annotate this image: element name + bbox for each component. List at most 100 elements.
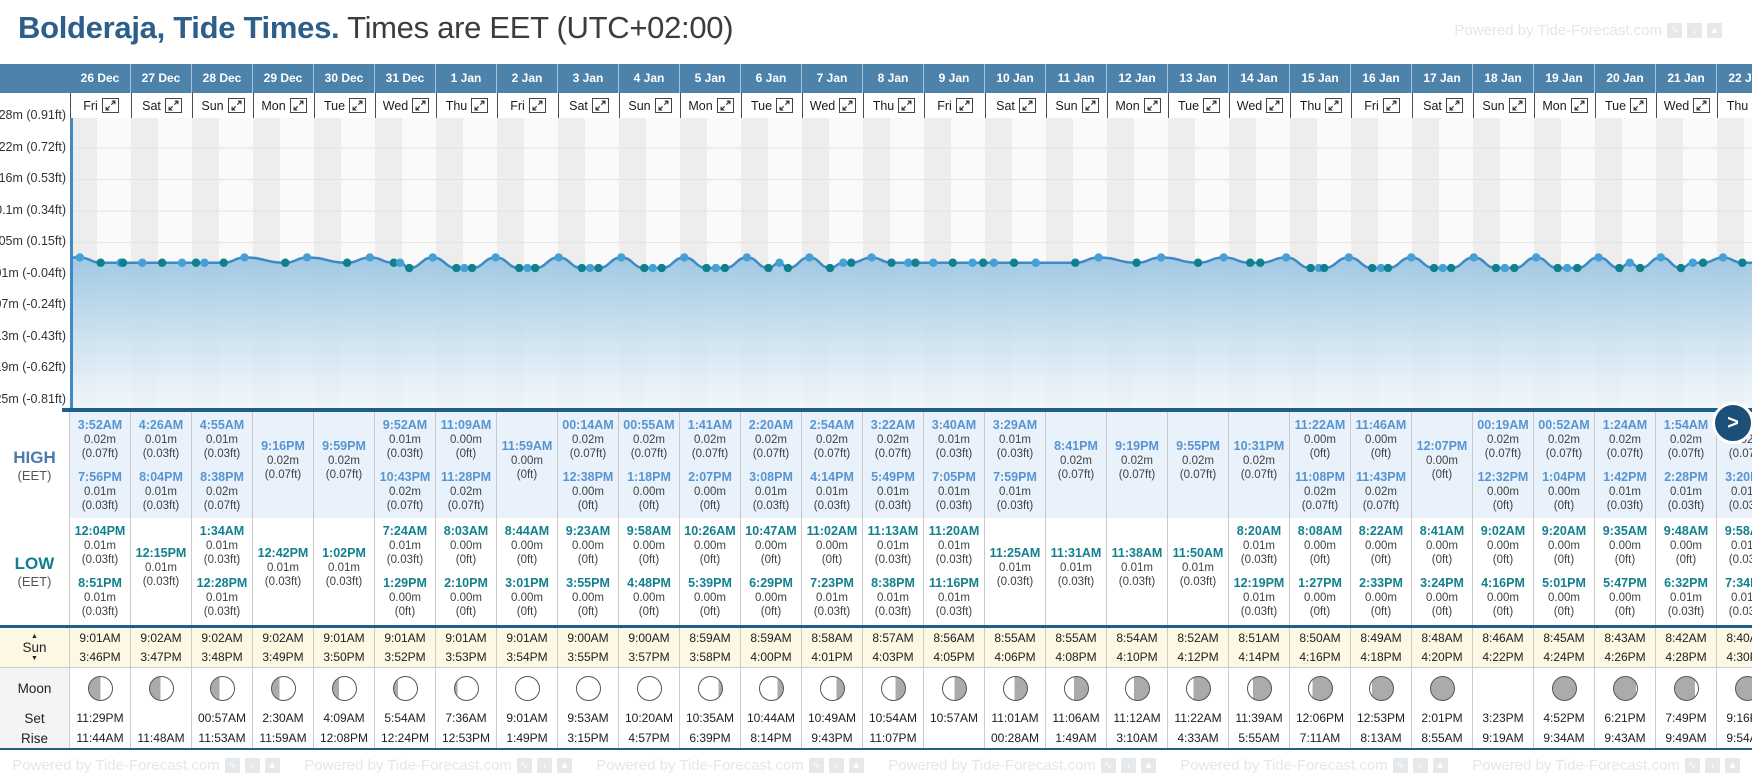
expand-icon [1147, 100, 1158, 111]
expand-day-button[interactable] [412, 98, 430, 113]
expand-day-button[interactable] [1143, 98, 1161, 113]
expand-day-button[interactable] [654, 98, 672, 113]
sun-times-cell: 8:42AM 4:28PM [1656, 628, 1717, 667]
moonset-time: 9:16PM [1717, 708, 1752, 728]
moonset-time: 7:49PM [1656, 708, 1717, 728]
day-of-week-label: Wed [382, 98, 409, 113]
expand-day-button[interactable] [839, 98, 857, 113]
down-arrow-icon: ↓ [1412, 757, 1428, 773]
low-tide-entry: 5:47PM 0.00m (0ft) [1595, 576, 1655, 619]
sunrise-time: 8:57AM [872, 630, 914, 645]
sunrise-time: 8:48AM [1421, 630, 1463, 645]
low-tide-row: LOW (EET) 12:04PM 0.01m (0.03ft) 8:51PM … [0, 518, 1752, 625]
expand-day-button[interactable] [289, 98, 307, 113]
expand-day-button[interactable] [955, 98, 973, 113]
watermark-text: Powered by Tide-Forecast.com [888, 756, 1096, 774]
high-tide-time: 8:41PM [1054, 439, 1098, 453]
expand-day-button[interactable] [1382, 98, 1400, 113]
high-tide-height-ft: (0.07ft) [630, 447, 668, 460]
date-header-cell: 9 Jan [924, 64, 985, 93]
sunrise-time: 8:40AM [1726, 630, 1752, 645]
low-tide-height-ft: (0ft) [394, 606, 416, 618]
expand-day-button[interactable] [528, 98, 546, 113]
low-tide-time: 5:47PM [1603, 576, 1647, 590]
expand-day-button[interactable] [776, 98, 794, 113]
high-tide-time: 00:14AM [562, 417, 614, 432]
expand-icon [1022, 100, 1033, 111]
high-tide-cell: 11:22AM 0.00m (0ft) 11:08PM 0.02m (0.07f… [1290, 412, 1351, 518]
expand-day-button[interactable] [591, 98, 609, 113]
high-tide-time: 4:26AM [138, 417, 184, 432]
low-tide-height-ft: (0.03ft) [1667, 606, 1705, 618]
low-tide-time: 10:47AM [745, 524, 797, 538]
expand-day-button[interactable] [101, 98, 119, 113]
high-tide-time: 12:32PM [1477, 469, 1529, 484]
expand-day-button[interactable] [471, 98, 489, 113]
expand-day-button[interactable] [1630, 98, 1648, 113]
expand-day-button[interactable] [898, 98, 916, 113]
moonrise-time: 8:13AM [1351, 728, 1412, 748]
expand-day-button[interactable] [227, 98, 245, 113]
expand-day-button[interactable] [1445, 98, 1463, 113]
low-tide-height-ft: (0.03ft) [996, 575, 1034, 588]
low-tide-height-ft: (0ft) [577, 554, 599, 566]
expand-day-button[interactable] [1203, 98, 1221, 113]
low-tide-point [887, 258, 896, 267]
moonset-time: 2:30AM [253, 708, 314, 728]
high-tide-height-m: 0.00m [511, 455, 543, 467]
expand-day-button[interactable] [1266, 98, 1284, 113]
low-tide-time: 11:38AM [1111, 545, 1163, 560]
high-tide-cell: 3:40AM 0.01m (0.03ft) 7:05PM 0.01m (0.03… [924, 412, 985, 518]
wave-icon: ∿ [516, 757, 532, 773]
high-tide-entry: 1:42PM 0.01m (0.03ft) [1595, 470, 1655, 513]
expand-day-button[interactable] [1325, 98, 1343, 113]
expand-day-button[interactable] [164, 98, 182, 113]
next-page-button[interactable]: > [1712, 402, 1752, 444]
y-axis-labels: 0.28m (0.91ft) 0.22m (0.72ft) 0.16m (0.5… [0, 100, 66, 415]
high-tide-point [711, 263, 721, 273]
low-tide-point [1071, 258, 1080, 267]
low-tide-height-ft: (0ft) [1309, 606, 1331, 618]
expand-day-button[interactable] [349, 98, 367, 113]
day-of-week-cell: Wed [375, 93, 436, 118]
low-tide-height-m: 0.00m [1365, 540, 1397, 552]
low-tide-point [1635, 263, 1645, 273]
low-tide-height-ft: (0ft) [821, 554, 843, 566]
date-header-cell: 14 Jan [1229, 64, 1290, 93]
day-of-week-label: Fri [83, 98, 98, 113]
moonset-time: 10:57AM [924, 708, 985, 728]
high-tide-height-ft: (0ft) [516, 469, 538, 481]
high-tide-height-ft: (0.07ft) [1118, 469, 1156, 481]
high-tide-height-m: 0.02m [84, 433, 116, 446]
low-tide-time: 5:01PM [1542, 576, 1586, 590]
y-axis-label: -0.01m (-0.04ft) [0, 265, 66, 280]
high-tide-height-ft: (0ft) [455, 447, 477, 460]
low-tide-point [389, 258, 399, 267]
high-tide-time: 00:19AM [1477, 417, 1529, 432]
low-tide-height-m: 0.01m [1243, 592, 1275, 604]
high-tide-entry: 2:28PM 0.01m (0.03ft) [1656, 470, 1716, 513]
low-tide-height-m: 0.00m [1548, 592, 1580, 604]
expand-icon [1574, 100, 1585, 111]
sunset-time: 4:18PM [1360, 649, 1402, 664]
high-tide-cell: 11:59AM 0.00m (0ft) [497, 412, 558, 518]
high-tide-entry: 12:38PM 0.00m (0ft) [558, 470, 618, 513]
high-tide-time: 11:09AM [440, 417, 492, 432]
expand-day-button[interactable] [1018, 98, 1036, 113]
low-tide-time: 11:50AM [1172, 545, 1224, 560]
sun-times-cell: 9:01AM 3:52PM [375, 628, 436, 667]
high-tide-entry: 3:08PM 0.01m (0.03ft) [741, 470, 801, 513]
expand-day-button[interactable] [1081, 98, 1099, 113]
moon-cell [314, 668, 375, 708]
expand-day-button[interactable] [1508, 98, 1526, 113]
high-tide-point [1094, 253, 1103, 262]
moon-cell [1290, 668, 1351, 708]
low-tide-height-ft: (0ft) [760, 606, 782, 618]
expand-day-button[interactable] [1570, 98, 1588, 113]
low-tide-point [281, 258, 290, 267]
date-header-cell: 1 Jan [436, 64, 497, 93]
expand-day-button[interactable] [716, 98, 734, 113]
date-header-cell: 22 Jan [1717, 64, 1752, 93]
expand-day-button[interactable] [1693, 98, 1711, 113]
low-tide-cell: 7:24AM 0.01m (0.03ft) 1:29PM 0.00m (0ft) [375, 518, 436, 625]
